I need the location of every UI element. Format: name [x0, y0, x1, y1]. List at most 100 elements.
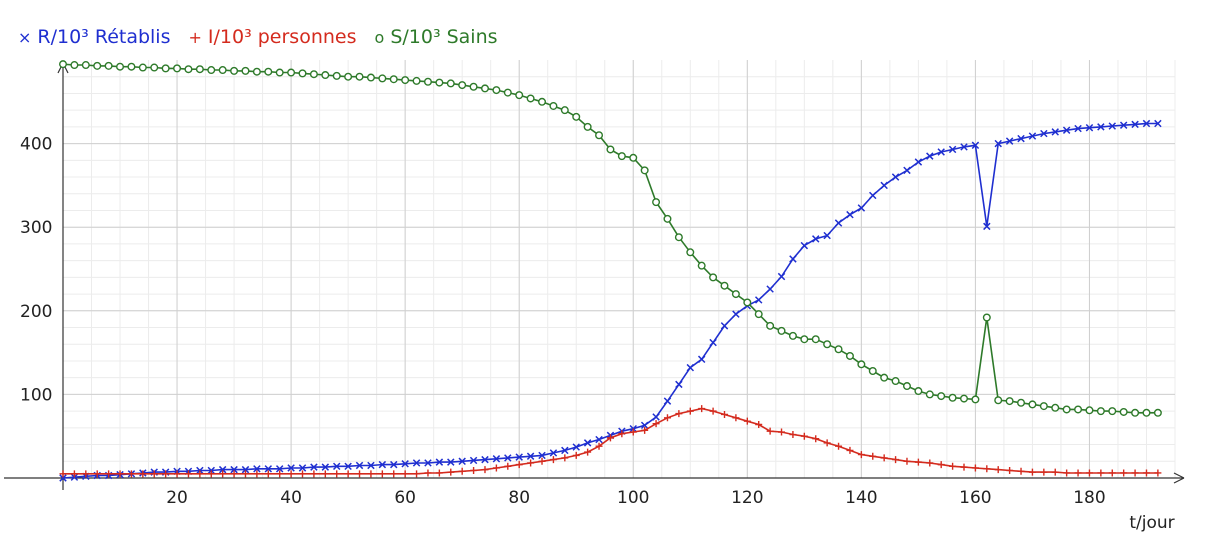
x-axis-label: t/jour [1129, 513, 1174, 533]
data-point-infected [789, 431, 797, 439]
data-point-infected [720, 410, 728, 418]
data-point-healthy [150, 63, 159, 72]
data-point-infected [470, 466, 478, 474]
data-point-recovered [1040, 129, 1048, 138]
data-point-infected [515, 461, 523, 469]
data-point-recovered [572, 443, 580, 451]
data-point-healthy [982, 313, 991, 322]
data-point-recovered [1028, 132, 1037, 140]
data-point-healthy [1153, 408, 1162, 417]
data-point-infected [835, 442, 843, 450]
data-point-recovered [515, 453, 523, 461]
data-point-recovered [926, 152, 934, 160]
data-point-infected [1154, 469, 1162, 477]
data-point-healthy [1028, 400, 1037, 409]
data-point-infected [663, 414, 671, 422]
data-point-infected [914, 458, 922, 466]
data-point-healthy [583, 122, 592, 131]
y-tick-label: 300 [20, 218, 52, 238]
x-axis-arrow [1173, 472, 1185, 484]
data-point-recovered [344, 462, 352, 471]
data-point-healthy [606, 145, 615, 154]
data-point-healthy [389, 75, 398, 84]
data-point-healthy [777, 326, 786, 335]
data-point-healthy [674, 233, 683, 242]
data-point-infected [709, 407, 717, 415]
data-point-infected [1028, 468, 1036, 476]
x-tick-label: 140 [845, 488, 877, 508]
data-point-infected [743, 417, 751, 425]
data-point-infected [823, 439, 831, 447]
data-point-infected [698, 405, 706, 413]
data-point-infected [960, 463, 968, 471]
data-point-healthy [207, 66, 216, 75]
data-point-recovered [800, 241, 809, 250]
data-point-infected [276, 470, 284, 478]
data-point-healthy [800, 335, 809, 344]
data-point-infected [1074, 469, 1082, 477]
data-point-healthy [1085, 406, 1094, 415]
data-point-healthy [549, 101, 558, 110]
data-point-healthy [834, 345, 843, 354]
data-point-recovered [914, 158, 923, 166]
data-point-infected [1051, 468, 1059, 476]
data-point-recovered [504, 454, 512, 462]
data-point-recovered [355, 461, 364, 470]
data-point-healthy [275, 68, 284, 77]
data-point-infected [1063, 469, 1071, 477]
data-point-recovered [367, 461, 375, 470]
data-point-healthy [127, 62, 136, 71]
x-tick-label: 20 [166, 488, 188, 508]
legend-item-infected: + I/10³ personnes [189, 26, 357, 48]
data-point-recovered [230, 465, 238, 474]
data-point-recovered [789, 255, 797, 263]
data-point-recovered [526, 452, 535, 460]
data-point-infected [207, 470, 215, 478]
data-point-healthy [948, 393, 957, 402]
data-point-recovered [298, 464, 307, 472]
data-point-healthy [503, 88, 512, 97]
data-point-recovered [378, 460, 387, 469]
data-point-recovered [549, 449, 558, 457]
data-point-healthy [480, 84, 489, 93]
data-point-recovered [1131, 120, 1139, 129]
data-point-healthy [1119, 407, 1128, 416]
data-point-healthy [652, 198, 661, 207]
data-point-infected [287, 470, 295, 478]
data-point-recovered [640, 421, 649, 430]
data-point-healthy [845, 351, 854, 360]
data-point-recovered [948, 145, 957, 154]
data-point-recovered [1119, 121, 1128, 129]
data-point-infected [219, 470, 227, 478]
data-point-infected [401, 470, 409, 478]
data-point-recovered [1062, 126, 1071, 134]
data-point-healthy [1142, 408, 1151, 417]
data-point-infected [1142, 469, 1150, 477]
data-point-recovered [971, 141, 980, 150]
legend-marker-recovered: × [18, 27, 32, 47]
data-point-healthy [332, 71, 341, 80]
data-point-infected [538, 457, 546, 465]
data-point-infected [595, 442, 603, 450]
data-point-infected [458, 467, 466, 475]
data-point-recovered [846, 210, 854, 219]
data-point-healthy [811, 335, 820, 344]
data-point-infected [162, 470, 170, 478]
data-point-healthy [709, 273, 718, 282]
data-point-infected [778, 428, 786, 436]
data-point-healthy [857, 360, 866, 369]
data-point-recovered [561, 446, 569, 455]
data-point-healthy [1108, 407, 1117, 416]
legend-marker-healthy: o [374, 27, 385, 47]
data-point-infected [983, 465, 991, 473]
data-point-recovered [777, 272, 786, 281]
data-point-infected [1006, 466, 1014, 474]
data-point-healthy [538, 97, 547, 106]
data-point-recovered [686, 363, 695, 372]
data-point-recovered [1097, 123, 1105, 131]
data-point-healthy [458, 81, 467, 90]
data-point-healthy [686, 248, 695, 257]
data-point-infected [447, 468, 455, 476]
data-point-healthy [1096, 407, 1105, 416]
data-point-healthy [321, 71, 330, 80]
